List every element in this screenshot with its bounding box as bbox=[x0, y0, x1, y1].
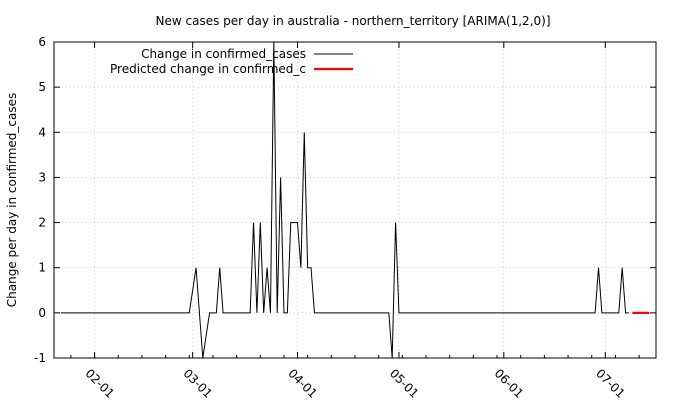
observed-series-line bbox=[60, 41, 629, 359]
x-tick-label: 02-01 bbox=[82, 366, 117, 400]
x-tick-label: 04-01 bbox=[285, 366, 320, 400]
x-tick-label: 05-01 bbox=[387, 366, 422, 400]
y-tick-label: 2 bbox=[38, 216, 46, 230]
y-axis-label: Change per day in confirmed_cases bbox=[5, 93, 19, 308]
y-tick-label: -1 bbox=[34, 351, 46, 365]
x-tick-label: 07-01 bbox=[593, 366, 628, 400]
x-tick-label: 03-01 bbox=[181, 366, 216, 400]
y-tick-label: 6 bbox=[38, 35, 46, 49]
y-tick-label: 5 bbox=[38, 80, 46, 94]
series-lines bbox=[60, 41, 650, 359]
legend-label: Change in confirmed_cases bbox=[141, 47, 306, 61]
legend-label: Predicted change in confirmed_c bbox=[110, 62, 306, 76]
chart-title: New cases per day in australia - norther… bbox=[156, 14, 551, 28]
y-tick-label: 3 bbox=[38, 170, 46, 184]
grid bbox=[54, 41, 656, 359]
x-tick-label: 06-01 bbox=[492, 366, 527, 400]
y-tick-label: 4 bbox=[38, 125, 46, 139]
axes: -1 0 1 2 3 4 5 6 02-01 03-01 04-01 05-01 06-01 07-01 bbox=[34, 35, 657, 400]
y-tick-label: 0 bbox=[38, 306, 46, 320]
plot-border bbox=[53, 41, 657, 359]
y-tick-label: 1 bbox=[38, 261, 46, 275]
